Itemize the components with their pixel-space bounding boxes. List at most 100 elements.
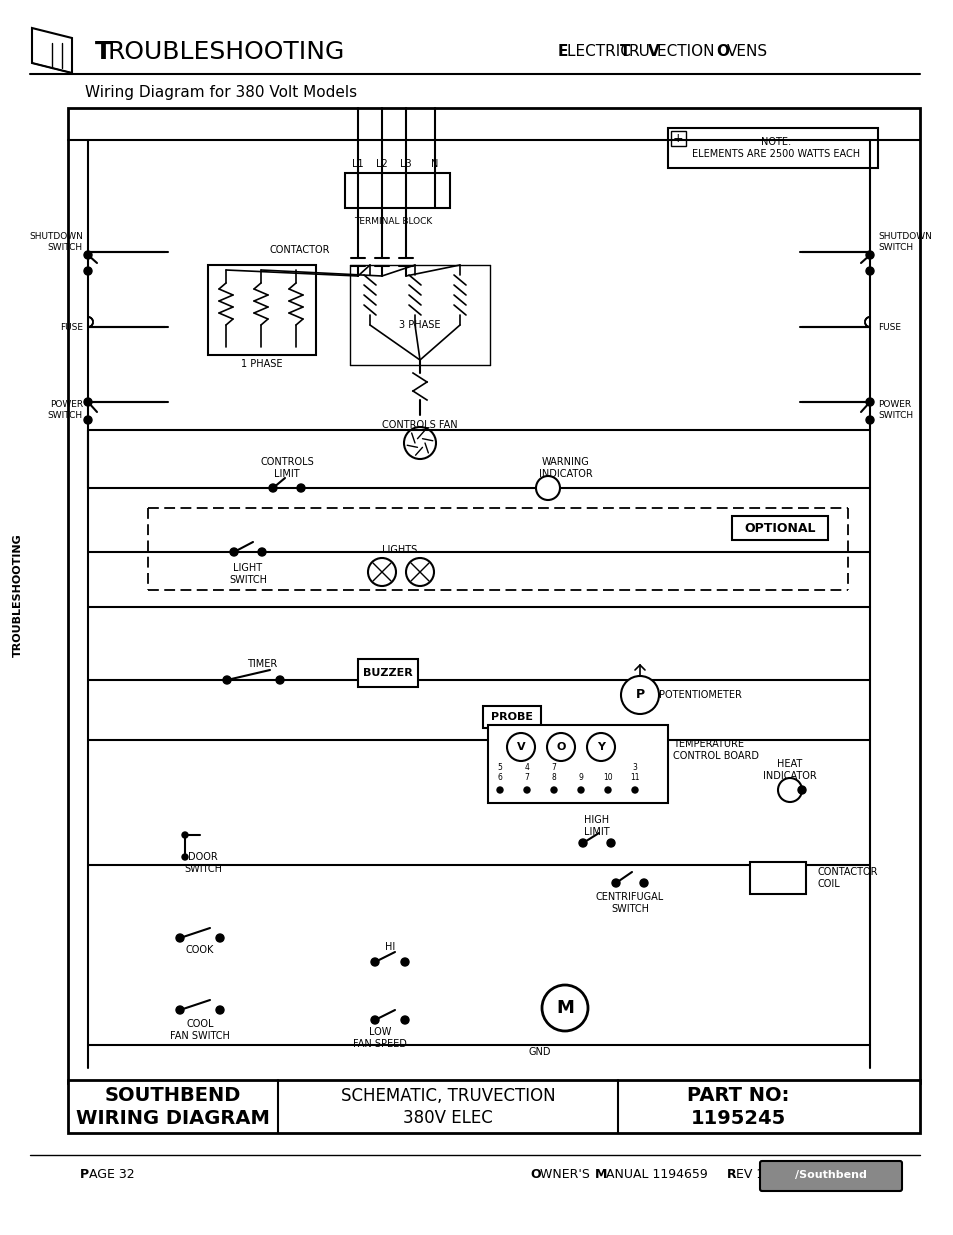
Circle shape (368, 558, 395, 585)
Bar (749, 862, 805, 894)
Bar (68, 107, 919, 1083)
Text: ROUBLESHOOTING: ROUBLESHOOTING (108, 40, 345, 64)
Circle shape (523, 787, 530, 793)
Text: FUSE: FUSE (877, 322, 900, 331)
Text: POWER
SWITCH: POWER SWITCH (877, 400, 912, 420)
Bar (345, 173, 450, 207)
Text: PART NO:
1195245: PART NO: 1195245 (686, 1086, 788, 1129)
Text: O: O (716, 44, 728, 59)
Text: CONTROLS
LIMIT: CONTROLS LIMIT (260, 457, 314, 479)
Circle shape (84, 398, 91, 406)
Text: V: V (517, 742, 525, 752)
Text: NOTE:
ELEMENTS ARE 2500 WATTS EACH: NOTE: ELEMENTS ARE 2500 WATTS EACH (691, 137, 860, 159)
Circle shape (604, 787, 610, 793)
Text: DOOR
SWITCH: DOOR SWITCH (184, 852, 222, 874)
Text: M: M (595, 1168, 607, 1182)
Text: LIGHT
SWITCH: LIGHT SWITCH (229, 563, 267, 585)
Text: 9: 9 (578, 773, 583, 783)
Text: SHUTDOWN
SWITCH: SHUTDOWN SWITCH (30, 232, 83, 252)
Text: 10: 10 (602, 773, 612, 783)
Text: 1 PHASE: 1 PHASE (241, 359, 282, 369)
Circle shape (620, 676, 659, 714)
Text: EV 1: EV 1 (735, 1168, 763, 1182)
Circle shape (296, 484, 305, 492)
Circle shape (403, 427, 436, 459)
Text: COOL
FAN SWITCH: COOL FAN SWITCH (170, 1019, 230, 1041)
Text: ANUAL 1194659: ANUAL 1194659 (605, 1168, 711, 1182)
Text: +: + (672, 131, 682, 144)
Bar (208, 266, 315, 354)
Circle shape (606, 839, 615, 847)
Text: O: O (556, 742, 565, 752)
Circle shape (257, 548, 266, 556)
Circle shape (400, 1016, 409, 1024)
Text: T: T (95, 40, 112, 64)
Text: SHUTDOWN
SWITCH: SHUTDOWN SWITCH (877, 232, 931, 252)
Text: CENTRIFUGAL
SWITCH: CENTRIFUGAL SWITCH (596, 892, 663, 914)
Text: V: V (647, 44, 659, 59)
Text: 8: 8 (551, 773, 556, 783)
Bar (731, 516, 827, 540)
Text: L1: L1 (352, 159, 363, 169)
Text: L2: L2 (375, 159, 388, 169)
Circle shape (778, 778, 801, 802)
Circle shape (84, 251, 91, 259)
Text: TROUBLESHOOTING: TROUBLESHOOTING (13, 534, 23, 657)
Circle shape (546, 734, 575, 761)
Bar (670, 131, 685, 146)
Circle shape (865, 398, 873, 406)
Bar (68, 1079, 919, 1132)
Bar (357, 659, 417, 687)
Text: HI: HI (384, 942, 395, 952)
Text: P: P (635, 688, 644, 701)
Circle shape (506, 734, 535, 761)
Text: M: M (556, 999, 574, 1016)
Text: 3: 3 (632, 762, 637, 772)
Text: E: E (558, 44, 568, 59)
Text: LECTRIC: LECTRIC (566, 44, 635, 59)
Text: OPTIONAL: OPTIONAL (743, 521, 815, 535)
Text: Wiring Diagram for 380 Volt Models: Wiring Diagram for 380 Volt Models (85, 84, 356, 100)
Text: 7: 7 (551, 762, 556, 772)
Circle shape (175, 1007, 184, 1014)
Text: CONTACTOR
COIL: CONTACTOR COIL (817, 867, 878, 889)
Text: SOUTHBEND
WIRING DIAGRAM: SOUTHBEND WIRING DIAGRAM (76, 1086, 270, 1129)
Text: PROBE: PROBE (491, 713, 533, 722)
Bar (667, 128, 877, 168)
Text: 5: 5 (497, 762, 502, 772)
Text: CONTACTOR: CONTACTOR (269, 245, 330, 254)
Text: RU: RU (628, 44, 650, 59)
Text: 6: 6 (497, 773, 502, 783)
Text: POTENTIOMETER: POTENTIOMETER (658, 690, 740, 700)
Circle shape (551, 787, 557, 793)
Circle shape (541, 986, 587, 1031)
Text: COOK: COOK (186, 945, 214, 955)
Text: LOW
FAN SPEED: LOW FAN SPEED (353, 1026, 407, 1050)
Bar (482, 706, 540, 727)
Text: TEMPERATURE
CONTROL BOARD: TEMPERATURE CONTROL BOARD (672, 739, 759, 761)
Circle shape (182, 832, 188, 839)
Circle shape (400, 958, 409, 966)
Text: GND: GND (528, 1047, 551, 1057)
Circle shape (631, 787, 638, 793)
Circle shape (223, 676, 231, 684)
Text: N: N (431, 159, 438, 169)
Text: CONTROLS FAN: CONTROLS FAN (382, 420, 457, 430)
Text: R: R (726, 1168, 736, 1182)
Circle shape (586, 734, 615, 761)
Text: SCHEMATIC, TRUVECTION
380V ELEC: SCHEMATIC, TRUVECTION 380V ELEC (340, 1087, 555, 1128)
Text: WNER'S: WNER'S (539, 1168, 594, 1182)
Text: 11: 11 (630, 773, 639, 783)
Text: Y: Y (597, 742, 604, 752)
Text: LIGHTS: LIGHTS (382, 545, 417, 555)
Text: WARNING
INDICATOR: WARNING INDICATOR (538, 457, 592, 479)
Text: BUZZER: BUZZER (363, 668, 413, 678)
Text: AGE 32: AGE 32 (89, 1168, 134, 1182)
Circle shape (275, 676, 284, 684)
Text: T: T (619, 44, 630, 59)
Text: /Southbend: /Southbend (794, 1170, 866, 1179)
Circle shape (84, 267, 91, 275)
Circle shape (215, 934, 224, 942)
Circle shape (371, 1016, 378, 1024)
FancyBboxPatch shape (760, 1161, 901, 1191)
